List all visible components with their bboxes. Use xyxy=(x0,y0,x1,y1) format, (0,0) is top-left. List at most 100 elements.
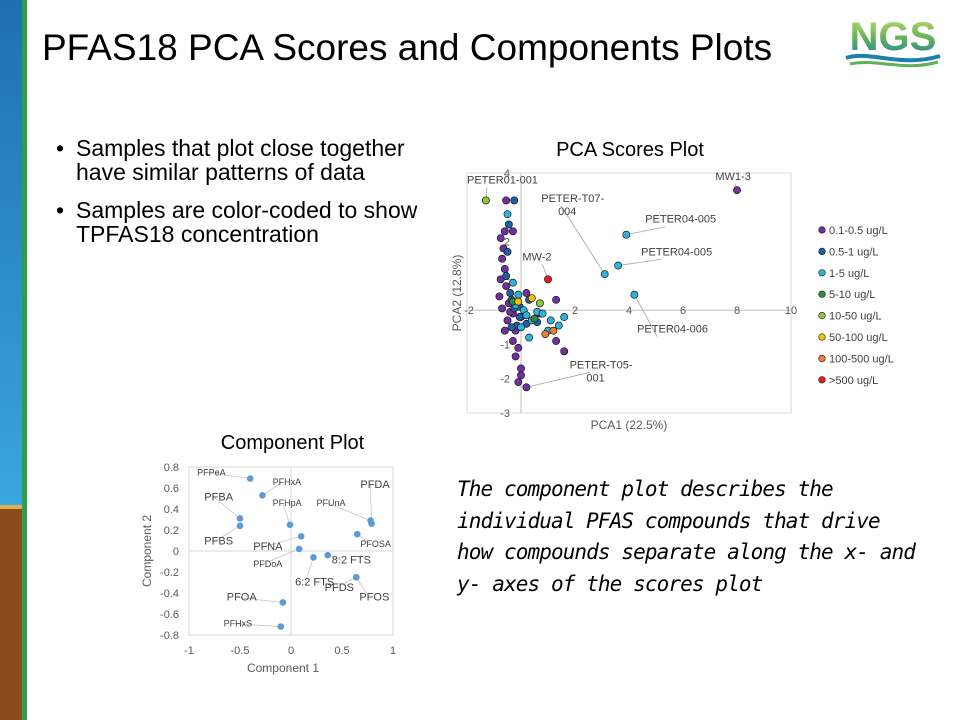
data-point xyxy=(522,383,531,392)
y-axis-title: PCA2 (12.8%) xyxy=(450,255,464,332)
annotation-label: PETER-T05- xyxy=(570,359,633,371)
data-point xyxy=(502,271,511,280)
component-label: PFUnA xyxy=(317,498,346,508)
side-bar-blue xyxy=(0,0,22,505)
legend-label: >500 ug/L xyxy=(829,375,878,387)
component-label: PFHxS xyxy=(224,619,253,629)
y-tick-label: 0.2 xyxy=(164,525,179,537)
data-point xyxy=(622,230,631,239)
component-leader xyxy=(282,502,291,525)
component-point xyxy=(259,492,266,499)
data-point xyxy=(500,227,509,236)
ngs-logo: NGS xyxy=(845,15,941,68)
data-point xyxy=(560,347,569,356)
legend-marker xyxy=(818,226,826,234)
component-leader xyxy=(304,557,314,583)
data-point xyxy=(630,290,639,299)
y-tick-label: -2 xyxy=(500,374,510,386)
x-tick-label: 4 xyxy=(626,305,632,317)
y-tick-label: -3 xyxy=(500,408,510,420)
data-point xyxy=(522,311,531,320)
component-label: PFDoA xyxy=(253,559,282,569)
component-point xyxy=(354,530,361,538)
component-point xyxy=(352,573,360,581)
plot-area xyxy=(466,172,792,414)
data-point xyxy=(541,330,550,339)
annotation-label: PETER01-001 xyxy=(467,174,538,186)
annotation-label: PETER04-005 xyxy=(645,214,716,226)
data-point xyxy=(517,371,525,380)
component-point xyxy=(310,554,317,561)
legend-label: 0.5-1 ug/L xyxy=(829,246,879,258)
legend-marker xyxy=(818,354,826,362)
data-point xyxy=(733,186,741,195)
data-point xyxy=(508,227,517,236)
y-tick-label: -0.2 xyxy=(160,567,179,579)
y-tick-label: -0.8 xyxy=(160,630,179,642)
legend-label: 50-100 ug/L xyxy=(829,332,888,344)
component-leader xyxy=(214,497,241,519)
component-point xyxy=(277,623,285,630)
component-label: PFOS xyxy=(359,591,389,603)
legend-label: 10-50 ug/L xyxy=(829,311,882,323)
legend-marker xyxy=(818,312,826,320)
component-label: 6:2 FTS xyxy=(295,577,334,589)
annotation-label: PETER04-005 xyxy=(641,246,712,258)
bullet-item: Samples that plot close together have si… xyxy=(56,136,426,184)
component-label: PFHpA xyxy=(273,498,302,508)
data-point xyxy=(546,316,555,325)
slide-title: PFAS18 PCA Scores and Components Plots xyxy=(42,27,773,68)
component-point xyxy=(368,520,375,527)
data-point xyxy=(514,297,523,306)
bullet-item: Samples are color-coded to show TPFAS18 … xyxy=(56,198,426,246)
data-point xyxy=(552,337,561,345)
data-point xyxy=(560,313,569,321)
data-point xyxy=(503,247,512,256)
annotation-label: MW-2 xyxy=(522,251,551,263)
side-bar-brown xyxy=(0,509,22,720)
data-point xyxy=(517,323,525,332)
y-tick-label: -0.6 xyxy=(160,609,179,621)
component-label: PFBS xyxy=(204,536,233,548)
component-leader xyxy=(326,502,371,521)
x-tick-label: 2 xyxy=(572,305,578,317)
data-point xyxy=(514,343,523,352)
x-tick-label: 0 xyxy=(288,645,294,657)
data-point xyxy=(503,210,512,219)
component-label: PFNA xyxy=(253,541,283,553)
x-axis-title: PCA1 (22.5%) xyxy=(591,418,668,432)
component-leader xyxy=(355,577,370,598)
component-label: 8:2 FTS xyxy=(332,555,371,567)
x-tick-label: 8 xyxy=(734,305,740,317)
data-point xyxy=(502,196,511,205)
legend-label: 5-10 ug/L xyxy=(829,289,875,301)
data-point xyxy=(495,292,504,301)
component-leader xyxy=(207,472,251,479)
x-tick-label: -1 xyxy=(184,645,194,657)
data-point xyxy=(511,352,520,361)
x-axis-title: Component 1 xyxy=(247,661,319,675)
component-label: PFDS xyxy=(325,582,354,594)
component-point xyxy=(236,522,244,530)
data-point xyxy=(514,378,523,387)
data-point xyxy=(496,234,505,243)
annotation-leader xyxy=(634,294,658,337)
data-point xyxy=(508,278,517,287)
component-point xyxy=(295,545,303,553)
scores-chart-title: PCA Scores Plot xyxy=(556,139,704,161)
data-point xyxy=(510,196,519,205)
x-tick-label: 0.5 xyxy=(334,645,349,657)
data-point xyxy=(554,321,563,330)
data-point xyxy=(500,265,509,273)
component-point xyxy=(246,475,254,482)
component-leader xyxy=(263,535,302,548)
y-tick-label: 0.4 xyxy=(164,504,179,516)
component-leader xyxy=(233,623,281,627)
logo-text: NGS xyxy=(850,15,937,59)
component-leader xyxy=(262,481,283,496)
data-point xyxy=(508,337,517,345)
data-point xyxy=(498,304,507,313)
data-point xyxy=(552,295,561,304)
component-chart: -1 -0.5 0 0.5 1 0.8 0.6 0.4 0.2 0 -0.2 -0.4 -0.6 -0.8… xyxy=(140,462,396,675)
data-point xyxy=(600,270,609,279)
